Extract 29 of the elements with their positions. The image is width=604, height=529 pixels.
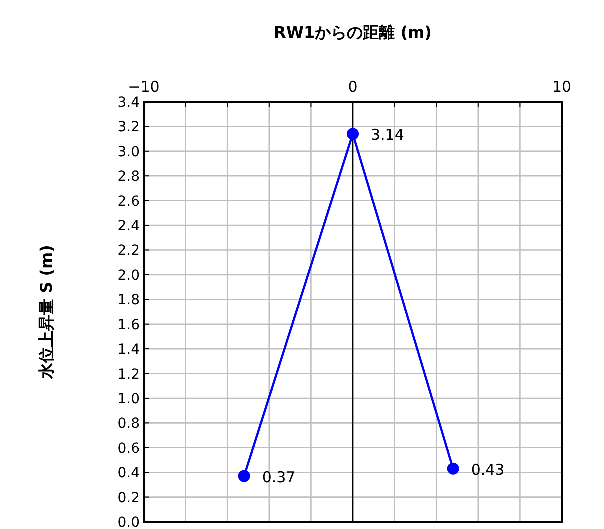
y-tick-label: 1.6	[118, 317, 140, 334]
y-tick-label: 1.4	[118, 342, 140, 358]
y-tick-label: 0.0	[118, 515, 140, 529]
y-tick-label: 2.6	[118, 194, 140, 210]
point	[447, 462, 460, 475]
data-label: 0.37	[262, 468, 296, 486]
y-axis-title: 水位上昇量 S (m)	[37, 245, 56, 380]
y-tick-label: 2.2	[118, 243, 140, 260]
y-tick-label: 2.8	[118, 169, 140, 186]
x-axis-title: RW1からの距離 (m)	[274, 23, 432, 42]
y-tick-label: 1.2	[118, 366, 140, 383]
data-label: 3.14	[371, 126, 404, 144]
y-tick-label: 3.0	[118, 144, 140, 160]
y-tick-label: 0.6	[118, 440, 140, 457]
point	[238, 470, 250, 482]
y-tick-label: 0.4	[118, 466, 140, 482]
y-tick-label: 0.8	[118, 416, 140, 432]
y-tick-label: 1.0	[118, 391, 140, 408]
x-tick-label: 10	[552, 78, 572, 96]
data-label: 0.43	[471, 460, 505, 479]
y-tick-label: 2.4	[118, 218, 140, 235]
y-tick-label: 3.4	[118, 95, 140, 111]
y-tick-label: 3.2	[118, 120, 140, 136]
point	[347, 128, 359, 140]
x-tick-label: −10	[128, 78, 160, 96]
x-tick-label: 0	[348, 78, 358, 96]
y-tick-label: 1.8	[118, 292, 140, 309]
y-tick-label: 2.0	[118, 268, 140, 284]
y-tick-label: 0.2	[118, 490, 140, 506]
